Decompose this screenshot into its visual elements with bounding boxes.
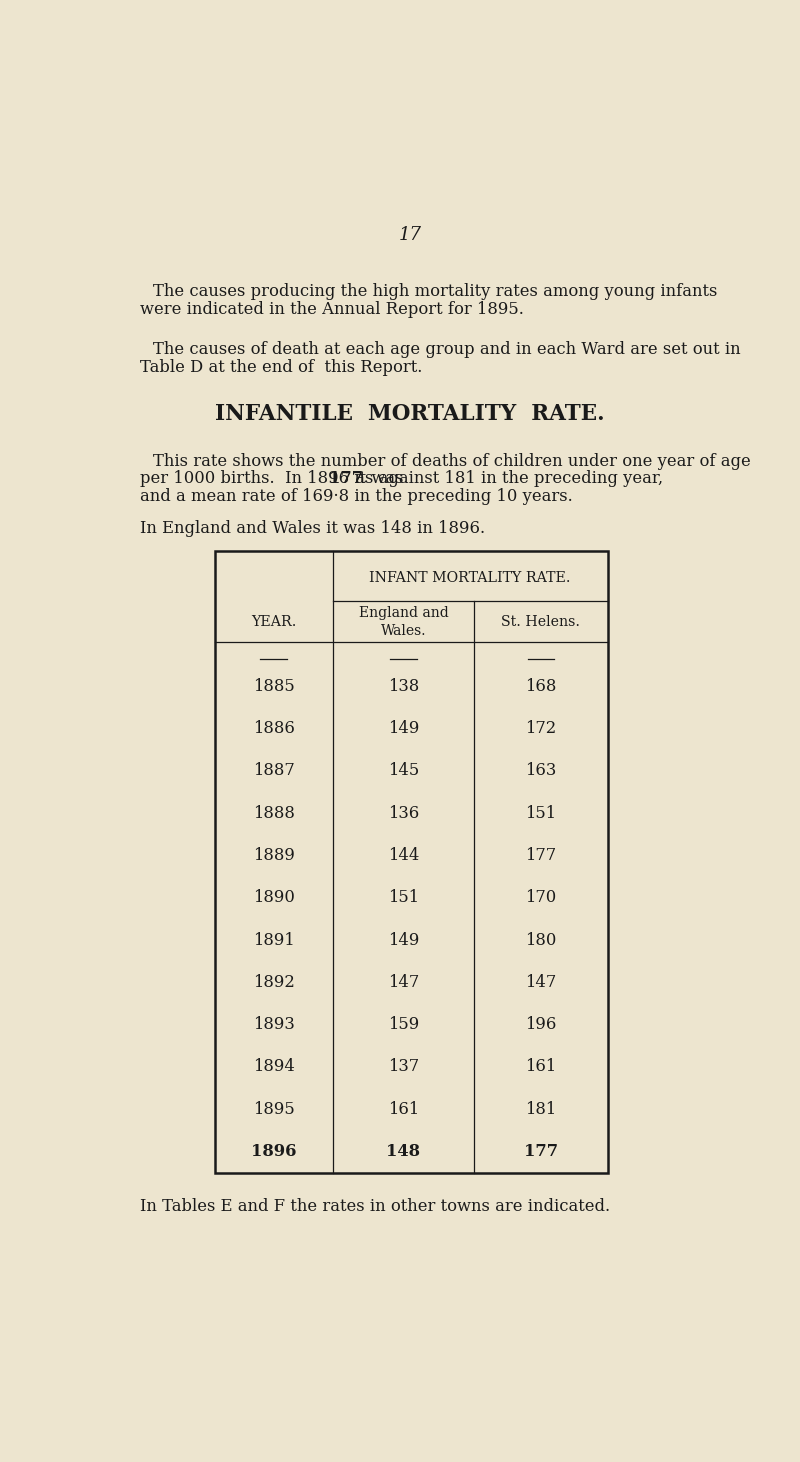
Bar — [214, 551, 608, 1173]
Text: were indicated in the Annual Report for 1895.: were indicated in the Annual Report for … — [140, 301, 524, 317]
Text: as against 181 in the preceding year,: as against 181 in the preceding year, — [350, 471, 663, 487]
Text: The causes producing the high mortality rates among young infants: The causes producing the high mortality … — [153, 284, 717, 300]
Text: 196: 196 — [526, 1016, 557, 1034]
Text: INFANT MORTALITY RATE.: INFANT MORTALITY RATE. — [370, 572, 571, 585]
Text: 170: 170 — [526, 889, 557, 906]
Text: 149: 149 — [388, 931, 419, 949]
Text: 168: 168 — [526, 678, 557, 694]
Text: 1889: 1889 — [253, 846, 294, 864]
Text: England and
Wales.: England and Wales. — [358, 605, 448, 639]
Text: and a mean rate of 169·8 in the preceding 10 years.: and a mean rate of 169·8 in the precedin… — [140, 488, 573, 504]
Text: 177: 177 — [330, 471, 363, 487]
Text: This rate shows the number of deaths of children under one year of age: This rate shows the number of deaths of … — [153, 453, 750, 469]
Text: 1896: 1896 — [251, 1143, 296, 1159]
Text: Table D at the end of  this Report.: Table D at the end of this Report. — [140, 358, 422, 376]
Text: 151: 151 — [526, 804, 557, 822]
Text: 1887: 1887 — [253, 762, 294, 779]
Text: 17: 17 — [398, 227, 422, 244]
Text: 137: 137 — [388, 1058, 419, 1076]
Text: per 1000 births.  In 1896 it was: per 1000 births. In 1896 it was — [140, 471, 409, 487]
Text: YEAR.: YEAR. — [251, 616, 296, 629]
Text: 148: 148 — [386, 1143, 421, 1159]
Text: 177: 177 — [526, 846, 557, 864]
Text: 1891: 1891 — [253, 931, 294, 949]
Text: 163: 163 — [526, 762, 557, 779]
Text: 159: 159 — [388, 1016, 419, 1034]
Text: 161: 161 — [526, 1058, 557, 1076]
Text: 161: 161 — [388, 1101, 419, 1117]
Text: 1894: 1894 — [253, 1058, 294, 1076]
Text: INFANTILE  MORTALITY  RATE.: INFANTILE MORTALITY RATE. — [215, 402, 605, 424]
Text: 144: 144 — [388, 846, 419, 864]
Text: 180: 180 — [526, 931, 557, 949]
Text: 136: 136 — [388, 804, 419, 822]
Text: The causes of death at each age group and in each Ward are set out in: The causes of death at each age group an… — [153, 341, 740, 358]
Text: St. Helens.: St. Helens. — [502, 616, 581, 629]
Text: 147: 147 — [526, 974, 557, 991]
Text: 1893: 1893 — [253, 1016, 294, 1034]
Text: 1888: 1888 — [253, 804, 294, 822]
Text: 149: 149 — [388, 721, 419, 737]
Text: 177: 177 — [524, 1143, 558, 1159]
Text: 145: 145 — [388, 762, 419, 779]
Text: 1895: 1895 — [253, 1101, 294, 1117]
Text: 1892: 1892 — [253, 974, 294, 991]
Text: 151: 151 — [388, 889, 419, 906]
Text: 1890: 1890 — [253, 889, 294, 906]
Text: 138: 138 — [388, 678, 419, 694]
Text: In Tables E and F the rates in other towns are indicated.: In Tables E and F the rates in other tow… — [140, 1197, 610, 1215]
Text: 181: 181 — [526, 1101, 557, 1117]
Text: 172: 172 — [526, 721, 557, 737]
Text: 1885: 1885 — [253, 678, 294, 694]
Text: 147: 147 — [388, 974, 419, 991]
Text: In England and Wales it was 148 in 1896.: In England and Wales it was 148 in 1896. — [140, 519, 486, 537]
Text: 1886: 1886 — [253, 721, 294, 737]
